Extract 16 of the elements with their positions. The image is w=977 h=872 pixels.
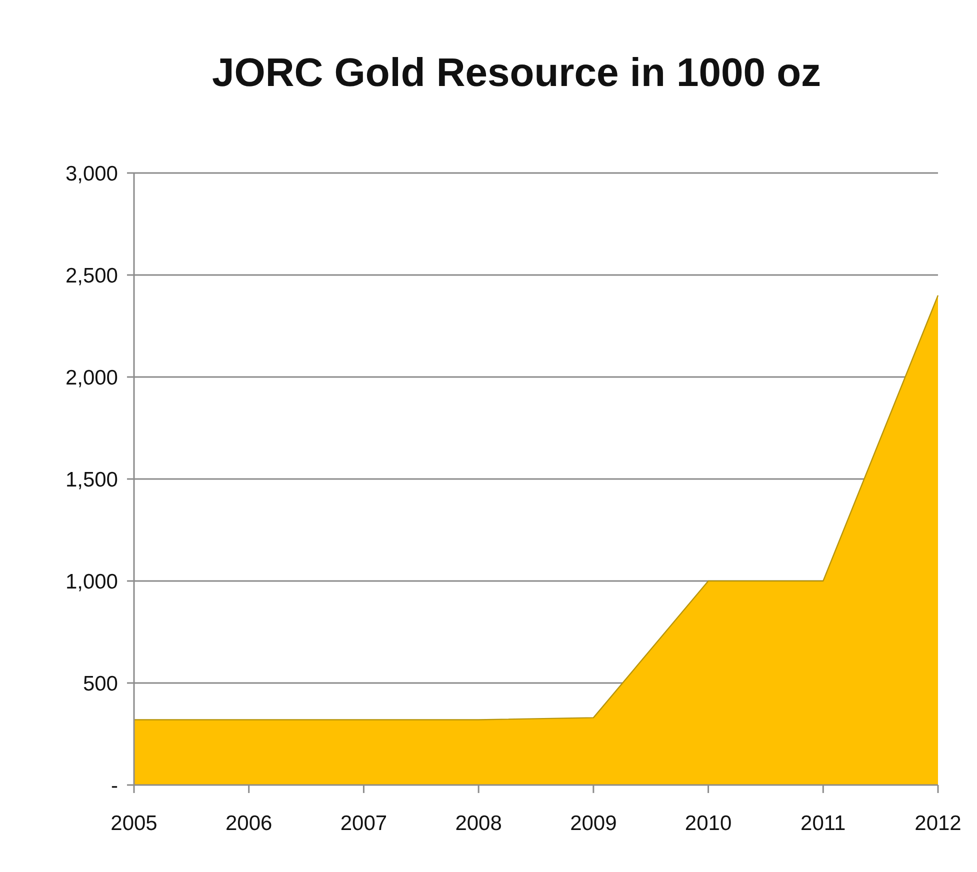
- chart-title: JORC Gold Resource in 1000 oz: [212, 51, 822, 95]
- x-tick-label: 2008: [455, 812, 502, 835]
- x-tick-label: 2010: [684, 812, 732, 835]
- x-tick-label: 2007: [340, 812, 388, 835]
- x-tick-label: 2005: [110, 812, 158, 835]
- x-tick-label: 2012: [914, 812, 962, 835]
- y-tick-label: 3,000: [65, 162, 118, 186]
- y-tick-label: 2,000: [65, 366, 118, 390]
- y-tick-label: 500: [82, 672, 118, 696]
- y-tick-label: 1,000: [65, 570, 118, 594]
- x-tick-label: 2011: [800, 812, 846, 835]
- y-tick-label: 1,500: [65, 468, 118, 492]
- y-tick-label: 2,500: [65, 264, 118, 288]
- x-tick-label: 2006: [226, 812, 272, 835]
- x-tick-label: 2009: [570, 812, 617, 835]
- y-tick-label: -: [111, 774, 118, 798]
